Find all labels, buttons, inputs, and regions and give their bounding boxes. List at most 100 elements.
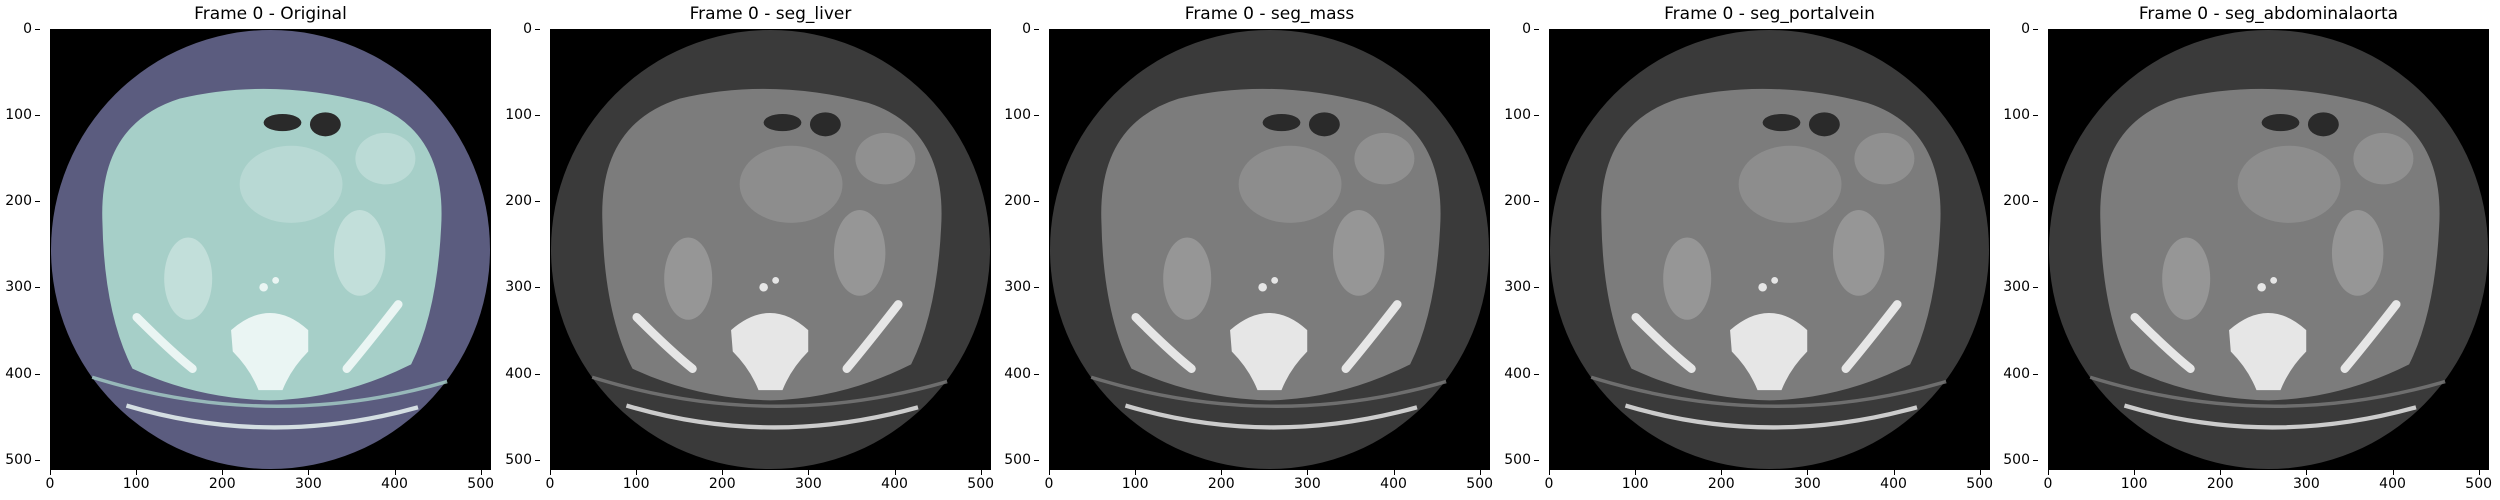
kidney-right <box>2331 210 2384 296</box>
abdomen-body <box>1101 88 1441 401</box>
x-tick-label: 300 <box>2286 470 2326 492</box>
iliac-left <box>2130 312 2195 373</box>
bowel-right <box>1854 132 1915 185</box>
panel-seg-liver: Frame 0 - seg_liver 0 100 200 300 400 500 0 10… <box>500 0 994 500</box>
aorta-calcification <box>2270 276 2278 284</box>
x-tick-label: 500 <box>1960 470 2000 492</box>
y-tick-label: 400 <box>999 366 1039 382</box>
abdomen-body <box>602 88 942 401</box>
aorta-calcification <box>1271 276 1279 284</box>
x-tick-label: 0 <box>30 470 70 492</box>
y-tick-label: 500 <box>1499 452 1539 468</box>
ct-slice-graphic <box>1550 30 1989 469</box>
aorta-calcification <box>259 282 268 292</box>
x-tick-label: 0 <box>2028 470 2068 492</box>
aorta-calcification <box>772 276 780 284</box>
iliac-left <box>632 312 697 373</box>
x-tick-label: 200 <box>702 470 742 492</box>
y-tick-label: 200 <box>999 193 1039 209</box>
panel-title: Frame 0 - Original <box>194 4 347 24</box>
air-pocket <box>1808 112 1840 137</box>
aorta-calcification <box>1771 276 1779 284</box>
x-tick-label: 400 <box>1374 470 1414 492</box>
iliac-right <box>842 300 903 373</box>
x-tick-label: 300 <box>788 470 828 492</box>
ct-slice-graphic <box>51 30 490 469</box>
kidney-left <box>164 237 213 320</box>
iliac-right <box>1841 300 1902 373</box>
vertebra <box>731 312 809 391</box>
iliac-right <box>342 300 403 373</box>
y-tick-label: 100 <box>1998 107 2038 123</box>
x-tick-label: 200 <box>202 470 242 492</box>
kidney-left <box>664 237 713 320</box>
x-tick-label: 500 <box>2459 470 2499 492</box>
table-bar <box>125 403 419 430</box>
kidney-right <box>833 210 886 296</box>
bowel-right <box>355 132 416 185</box>
aorta-calcification <box>1258 282 1267 292</box>
table-bar <box>2123 403 2417 430</box>
bowel-loops <box>2237 145 2341 223</box>
y-tick-label: 0 <box>0 21 40 37</box>
iliac-right <box>2340 300 2401 373</box>
ct-image-seg-liver <box>550 29 991 470</box>
x-tick-label: 0 <box>1529 470 1569 492</box>
x-tick-label: 300 <box>1287 470 1327 492</box>
kidney-left <box>1663 237 1712 320</box>
table-line <box>2089 375 2446 408</box>
panel-title: Frame 0 - seg_mass <box>1184 4 1355 24</box>
vertebra <box>1230 312 1308 391</box>
y-tick-label: 100 <box>500 107 540 123</box>
table-line <box>1590 375 1947 408</box>
x-tick-label: 500 <box>1460 470 1500 492</box>
panel-title: Frame 0 - seg_liver <box>689 4 852 24</box>
y-tick-label: 200 <box>0 193 40 209</box>
y-tick-label: 400 <box>1499 366 1539 382</box>
ct-slice-graphic <box>1050 30 1489 469</box>
x-tick-label: 400 <box>375 470 415 492</box>
vertebra <box>1730 312 1808 391</box>
aorta-calcification <box>2257 282 2266 292</box>
y-tick-label: 100 <box>999 107 1039 123</box>
y-tick-label: 300 <box>1998 279 2038 295</box>
air-pocket <box>1262 114 1301 132</box>
air-pocket <box>309 112 341 137</box>
bowel-loops <box>1738 145 1842 223</box>
table-bar <box>625 403 919 430</box>
abdomen-body <box>102 88 442 401</box>
table-bar <box>1624 403 1918 430</box>
y-tick-label: 0 <box>1998 21 2038 37</box>
y-tick-label: 0 <box>999 21 1039 37</box>
y-tick-label: 500 <box>0 452 40 468</box>
air-pocket <box>1308 112 1340 137</box>
x-tick-label: 400 <box>2373 470 2413 492</box>
bowel-right <box>2353 132 2414 185</box>
x-tick-label: 0 <box>530 470 570 492</box>
abdomen-body <box>2100 88 2440 401</box>
table-bar <box>1124 403 1418 430</box>
panel-seg-portalvein: Frame 0 - seg_portalvein 0 100 200 300 400 50… <box>1499 0 1993 500</box>
x-tick-label: 200 <box>1701 470 1741 492</box>
y-tick-label: 300 <box>1499 279 1539 295</box>
y-tick-label: 400 <box>1998 366 2038 382</box>
iliac-left <box>1131 312 1196 373</box>
bowel-loops <box>739 145 843 223</box>
air-pocket <box>763 114 802 132</box>
bowel-right <box>855 132 916 185</box>
y-tick-label: 500 <box>999 452 1039 468</box>
bowel-loops <box>1238 145 1342 223</box>
air-pocket <box>263 114 302 132</box>
air-pocket <box>1762 114 1801 132</box>
y-tick-label: 200 <box>500 193 540 209</box>
y-tick-label: 100 <box>0 107 40 123</box>
air-pocket <box>809 112 841 137</box>
ct-image-seg-portalvein <box>1549 29 1990 470</box>
panel-title: Frame 0 - seg_abdominalaorta <box>2138 4 2399 24</box>
table-line <box>91 375 448 408</box>
table-line <box>591 375 948 408</box>
ct-slice-graphic <box>2049 30 2488 469</box>
x-tick-label: 300 <box>1787 470 1827 492</box>
x-tick-label: 300 <box>288 470 328 492</box>
aorta-calcification <box>272 276 280 284</box>
